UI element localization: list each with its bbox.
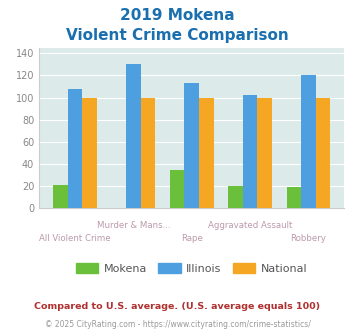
Text: Compared to U.S. average. (U.S. average equals 100): Compared to U.S. average. (U.S. average … [34, 302, 321, 311]
Text: 2019 Mokena: 2019 Mokena [120, 8, 235, 23]
Bar [199, 98, 214, 208]
Text: Aggravated Assault: Aggravated Assault [208, 221, 292, 230]
Legend: Mokena, Illinois, National: Mokena, Illinois, National [72, 258, 312, 278]
Bar [301, 76, 316, 208]
Bar [126, 64, 141, 208]
Text: Rape: Rape [181, 234, 203, 243]
Bar [184, 83, 199, 208]
Bar [53, 185, 67, 208]
Bar [82, 98, 97, 208]
Text: Robbery: Robbery [291, 234, 327, 243]
Bar [316, 98, 331, 208]
Text: © 2025 CityRating.com - https://www.cityrating.com/crime-statistics/: © 2025 CityRating.com - https://www.city… [45, 320, 310, 329]
Bar [257, 98, 272, 208]
Bar [141, 98, 155, 208]
Bar [243, 95, 257, 208]
Text: Violent Crime Comparison: Violent Crime Comparison [66, 28, 289, 43]
Bar [170, 170, 184, 208]
Text: Murder & Mans...: Murder & Mans... [97, 221, 170, 230]
Bar [286, 187, 301, 208]
Bar [67, 89, 82, 208]
Bar [228, 186, 243, 208]
Text: All Violent Crime: All Violent Crime [39, 234, 111, 243]
